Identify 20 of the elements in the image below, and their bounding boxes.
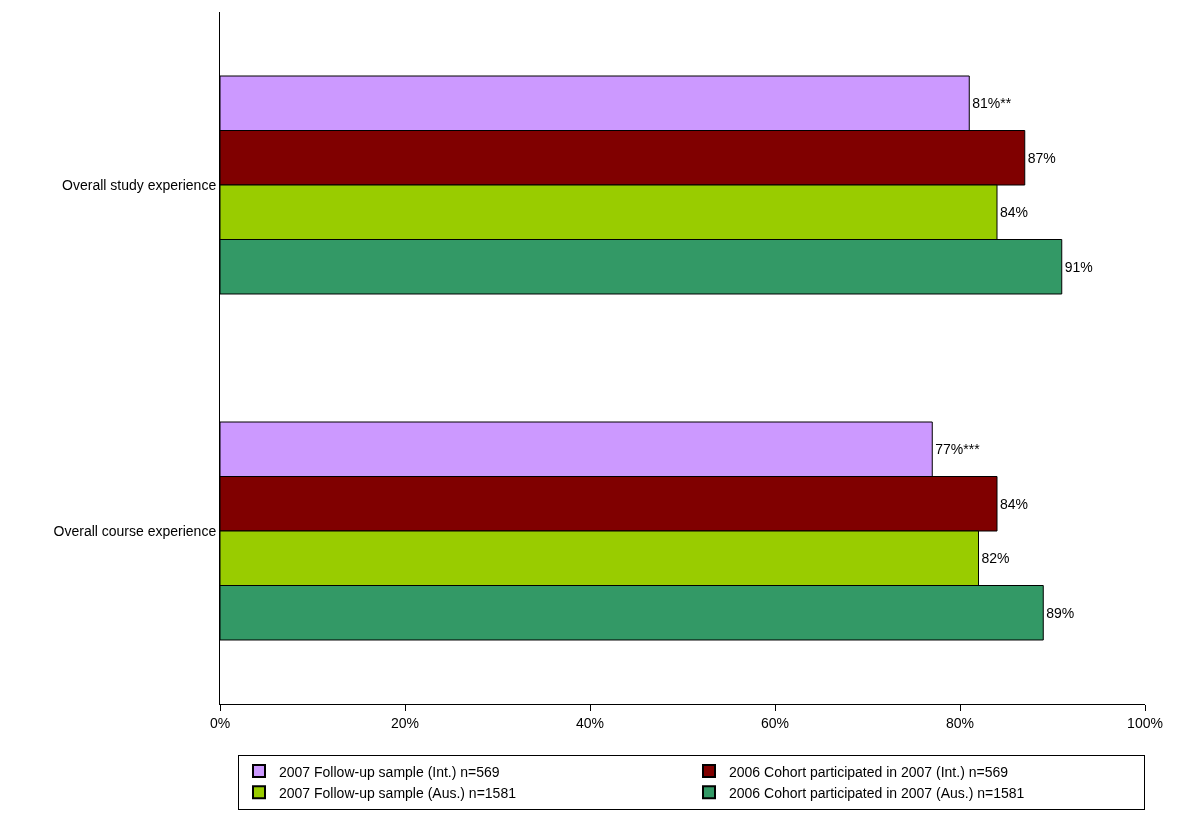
data-label: 89% — [1046, 604, 1075, 621]
legend-label: 2006 Cohort participated in 2007 (Int.) n=569 — [729, 763, 1009, 780]
data-label: 84% — [1000, 495, 1029, 512]
data-label: 87% — [1027, 149, 1056, 166]
data-label: 82% — [981, 550, 1010, 567]
x-tick-label: 60% — [760, 714, 790, 731]
data-label: 91% — [1064, 258, 1093, 275]
legend-label: 2007 Follow-up sample (Int.) n=569 — [279, 763, 500, 780]
x-tick-label: 0% — [209, 714, 231, 731]
data-label: 77%*** — [935, 441, 981, 458]
x-tick-label: 100% — [1127, 714, 1163, 731]
y-tick-label: Overall course experience — [53, 522, 217, 539]
y-tick-label: Overall study experience — [62, 176, 217, 193]
legend-label: 2007 Follow-up sample (Aus.) n=1581 — [279, 784, 517, 801]
data-label: 81%** — [972, 95, 1012, 112]
x-tick-label: 40% — [575, 714, 605, 731]
data-label: 84% — [1000, 204, 1029, 221]
x-tick-label: 80% — [945, 714, 975, 731]
x-tick-label: 20% — [390, 714, 420, 731]
legend-label: 2006 Cohort participated in 2007 (Aus.) n=1581 — [729, 784, 1025, 801]
